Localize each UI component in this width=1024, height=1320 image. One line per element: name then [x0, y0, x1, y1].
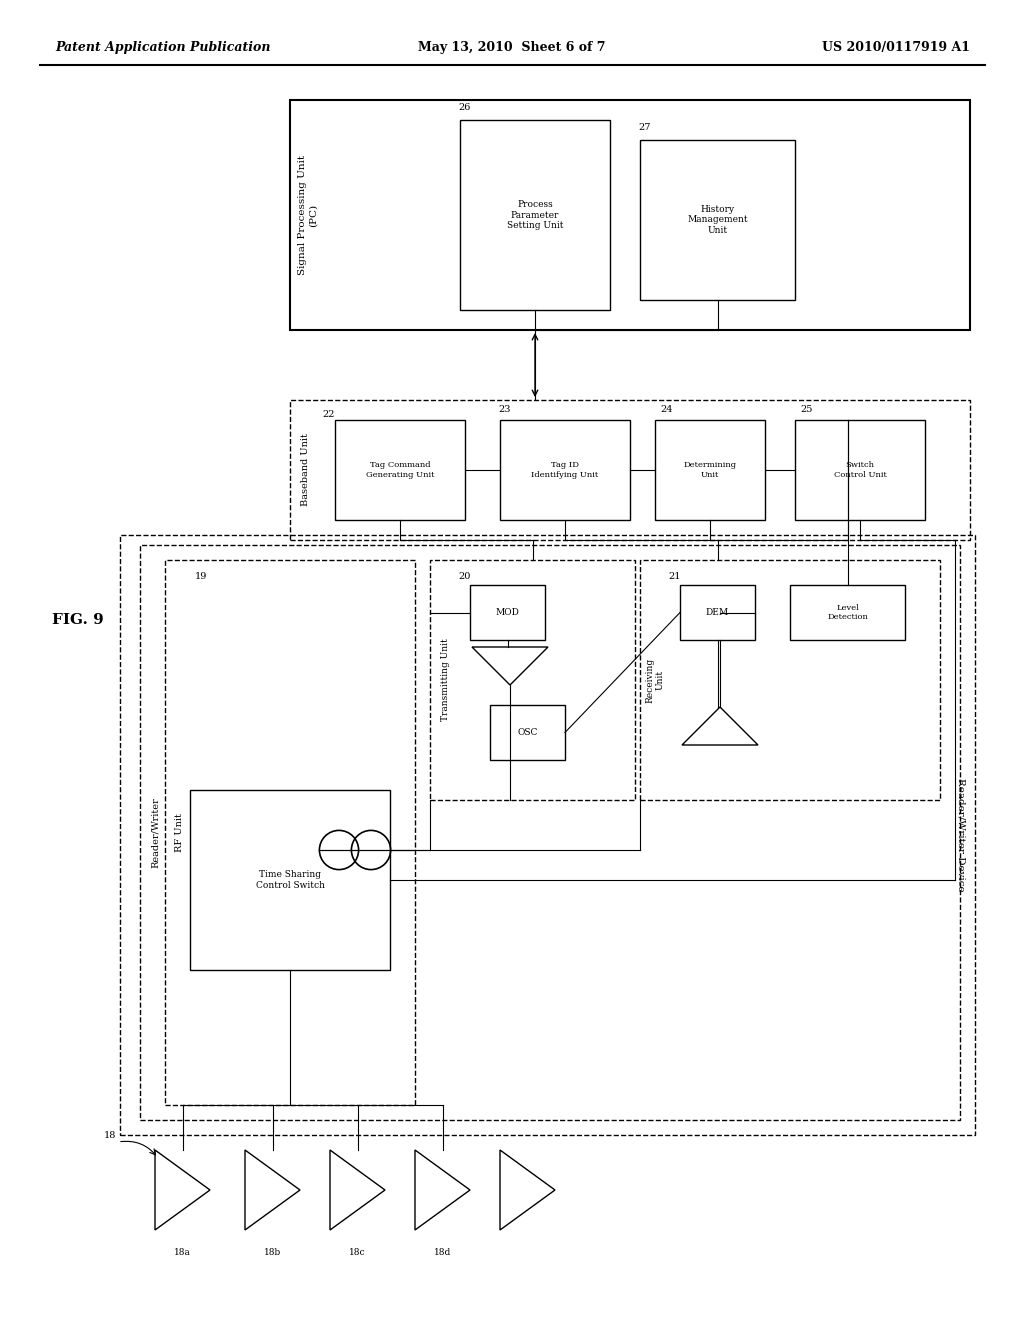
Bar: [290, 100, 970, 330]
Bar: [120, 535, 975, 1135]
Text: Tag Command
Generating Unit: Tag Command Generating Unit: [366, 462, 434, 479]
Text: 24: 24: [660, 405, 673, 414]
Text: Baseband Unit: Baseband Unit: [300, 433, 309, 507]
Text: 21: 21: [668, 572, 681, 581]
Bar: [335, 420, 465, 520]
Bar: [470, 585, 545, 640]
Text: Level
Detection: Level Detection: [827, 605, 868, 622]
Bar: [460, 120, 610, 310]
Text: Time Sharing
Control Switch: Time Sharing Control Switch: [256, 870, 325, 890]
Text: OSC: OSC: [517, 729, 538, 737]
Text: Receiving
Unit: Receiving Unit: [645, 657, 665, 702]
Text: US 2010/0117919 A1: US 2010/0117919 A1: [822, 41, 970, 54]
Text: 26: 26: [458, 103, 470, 112]
Bar: [430, 560, 635, 800]
Text: RF Unit: RF Unit: [175, 813, 184, 851]
Text: MOD: MOD: [496, 609, 519, 616]
Text: Switch
Control Unit: Switch Control Unit: [834, 462, 887, 479]
Text: Transmitting Unit: Transmitting Unit: [440, 639, 450, 721]
Bar: [490, 705, 565, 760]
Text: 18: 18: [103, 1131, 116, 1140]
Text: 19: 19: [195, 572, 208, 581]
Bar: [500, 420, 630, 520]
Text: Reader/Writer: Reader/Writer: [151, 797, 160, 867]
Text: 18c: 18c: [349, 1247, 366, 1257]
Bar: [790, 585, 905, 640]
Text: Signal Processing Unit
(PC): Signal Processing Unit (PC): [298, 154, 317, 275]
Text: FIG. 9: FIG. 9: [52, 612, 103, 627]
Text: 22: 22: [322, 411, 335, 418]
Bar: [655, 420, 765, 520]
Bar: [190, 789, 390, 970]
Text: History
Management
Unit: History Management Unit: [687, 205, 748, 235]
Bar: [680, 585, 755, 640]
Text: 18d: 18d: [434, 1247, 452, 1257]
Text: Determining
Unit: Determining Unit: [683, 462, 736, 479]
Text: 27: 27: [638, 124, 650, 132]
Text: 20: 20: [458, 572, 470, 581]
Bar: [140, 545, 961, 1119]
Text: Reader/Writer Device: Reader/Writer Device: [956, 779, 966, 892]
Text: DEM: DEM: [706, 609, 729, 616]
Bar: [640, 140, 795, 300]
Text: May 13, 2010  Sheet 6 of 7: May 13, 2010 Sheet 6 of 7: [418, 41, 606, 54]
Bar: [165, 560, 415, 1105]
Text: 25: 25: [800, 405, 812, 414]
Text: 18b: 18b: [264, 1247, 282, 1257]
Text: 23: 23: [498, 405, 511, 414]
Bar: [640, 560, 940, 800]
Bar: [290, 400, 970, 540]
Text: Patent Application Publication: Patent Application Publication: [55, 41, 270, 54]
Text: Tag ID
Identifying Unit: Tag ID Identifying Unit: [531, 462, 599, 479]
Text: 18a: 18a: [174, 1247, 190, 1257]
Text: Process
Parameter
Setting Unit: Process Parameter Setting Unit: [507, 201, 563, 230]
Bar: [795, 420, 925, 520]
